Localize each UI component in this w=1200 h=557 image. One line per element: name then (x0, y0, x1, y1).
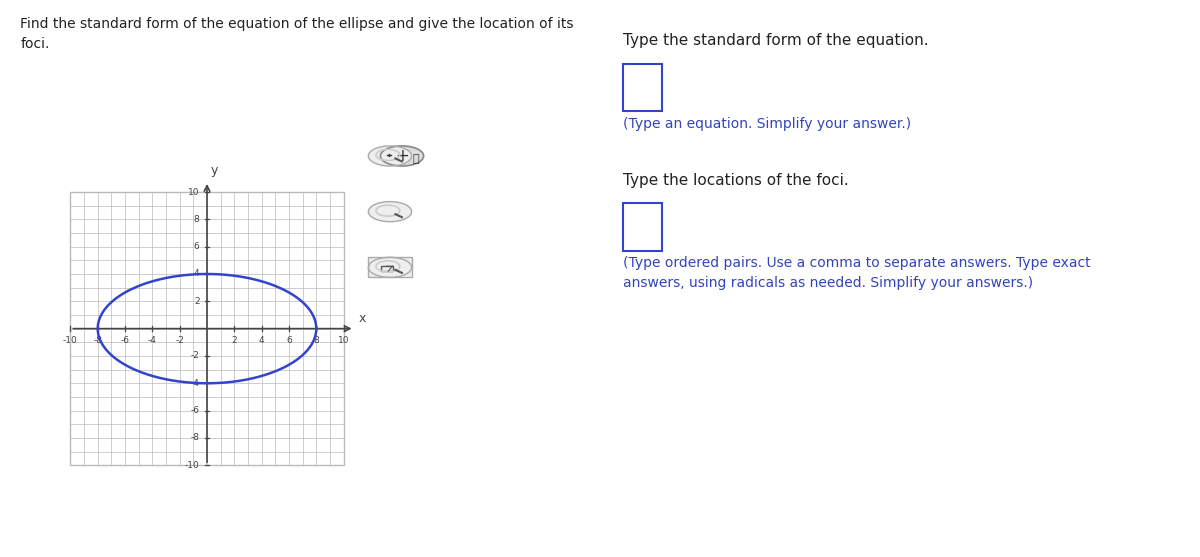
Bar (71, 192, 343, 465)
Text: 4: 4 (194, 270, 199, 278)
Text: 2: 2 (194, 297, 199, 306)
Text: 8: 8 (193, 215, 199, 224)
Text: -2: -2 (175, 336, 184, 345)
Text: -10: -10 (64, 336, 78, 345)
Text: 6: 6 (193, 242, 199, 251)
Text: 🔍: 🔍 (413, 154, 420, 164)
Text: 8: 8 (313, 336, 319, 345)
Text: y: y (210, 164, 217, 177)
Text: 6: 6 (286, 336, 292, 345)
Text: Type the standard form of the equation.: Type the standard form of the equation. (623, 33, 929, 48)
Text: 10: 10 (188, 188, 199, 197)
Bar (368, 257, 412, 277)
Bar (623, 64, 662, 111)
Text: -4: -4 (191, 379, 199, 388)
Circle shape (368, 146, 412, 166)
Text: Type the locations of the foci.: Type the locations of the foci. (623, 173, 848, 188)
Text: -10: -10 (185, 461, 199, 470)
Text: -6: -6 (120, 336, 130, 345)
Text: 10: 10 (338, 336, 349, 345)
Bar (623, 203, 662, 251)
Text: -2: -2 (191, 351, 199, 360)
Text: -8: -8 (191, 433, 199, 442)
Text: 2: 2 (232, 336, 238, 345)
Circle shape (368, 202, 412, 222)
Text: (Type an equation. Simplify your answer.): (Type an equation. Simplify your answer.… (623, 117, 911, 131)
Text: -4: -4 (148, 336, 157, 345)
Text: 4: 4 (259, 336, 264, 345)
Circle shape (380, 146, 424, 166)
Text: x: x (359, 312, 366, 325)
Circle shape (368, 257, 412, 277)
Text: +: + (395, 147, 409, 165)
Text: Find the standard form of the equation of the ellipse and give the location of i: Find the standard form of the equation o… (20, 17, 574, 51)
Text: -6: -6 (191, 406, 199, 415)
Text: (Type ordered pairs. Use a comma to separate answers. Type exact
answers, using : (Type ordered pairs. Use a comma to sepa… (623, 256, 1091, 290)
Bar (382, 266, 392, 271)
Text: -8: -8 (94, 336, 102, 345)
